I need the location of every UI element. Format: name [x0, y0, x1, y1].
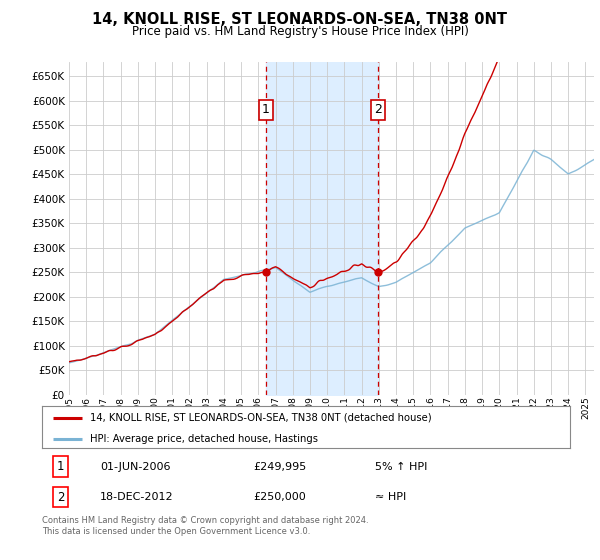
Text: ≈ HPI: ≈ HPI — [374, 492, 406, 502]
Text: 18-DEC-2012: 18-DEC-2012 — [100, 492, 174, 502]
Text: 5% ↑ HPI: 5% ↑ HPI — [374, 461, 427, 472]
Text: 2: 2 — [57, 491, 64, 503]
Text: 1: 1 — [57, 460, 64, 473]
Text: 1: 1 — [262, 104, 269, 116]
Text: HPI: Average price, detached house, Hastings: HPI: Average price, detached house, Hast… — [89, 434, 317, 444]
Text: 14, KNOLL RISE, ST LEONARDS-ON-SEA, TN38 0NT (detached house): 14, KNOLL RISE, ST LEONARDS-ON-SEA, TN38… — [89, 413, 431, 423]
Text: Price paid vs. HM Land Registry's House Price Index (HPI): Price paid vs. HM Land Registry's House … — [131, 25, 469, 38]
Text: £250,000: £250,000 — [253, 492, 306, 502]
Text: 2: 2 — [374, 104, 382, 116]
Text: 01-JUN-2006: 01-JUN-2006 — [100, 461, 170, 472]
Text: £249,995: £249,995 — [253, 461, 307, 472]
Text: Contains HM Land Registry data © Crown copyright and database right 2024.
This d: Contains HM Land Registry data © Crown c… — [42, 516, 368, 536]
Text: 14, KNOLL RISE, ST LEONARDS-ON-SEA, TN38 0NT: 14, KNOLL RISE, ST LEONARDS-ON-SEA, TN38… — [92, 12, 508, 27]
